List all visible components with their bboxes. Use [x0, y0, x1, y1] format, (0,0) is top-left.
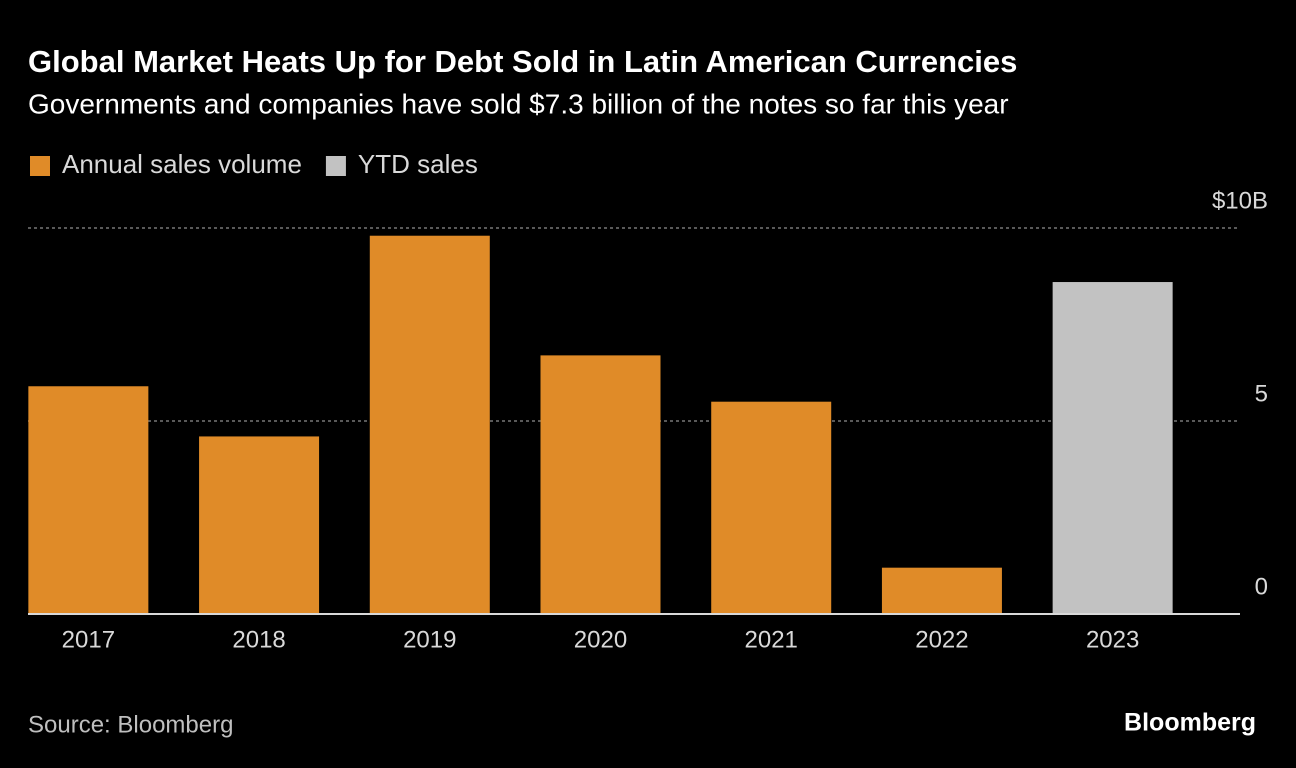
y-tick-label: $10B	[1212, 187, 1268, 214]
x-tick-label: 2018	[232, 626, 285, 653]
source: Source: Bloomberg	[28, 711, 233, 738]
legend-label: Annual sales volume	[62, 149, 302, 179]
bar	[711, 401, 832, 614]
bar	[28, 386, 149, 614]
legend-swatch	[325, 156, 346, 176]
chart-subtitle: Governments and companies have sold $7.3…	[28, 88, 1009, 119]
x-tick-label: 2017	[62, 626, 115, 653]
x-tick-label: 2021	[745, 626, 798, 653]
bar	[540, 355, 661, 614]
bar	[199, 436, 320, 614]
y-tick-label: 5	[1255, 380, 1268, 407]
x-tick-label: 2020	[574, 626, 627, 653]
y-tick-label: 0	[1255, 573, 1268, 600]
legend-swatch	[30, 156, 50, 176]
brand-logo: Bloomberg	[1124, 709, 1256, 737]
chart-title: Global Market Heats Up for Debt Sold in …	[28, 44, 1017, 79]
x-tick-label: 2022	[915, 626, 968, 653]
x-tick-label: 2023	[1086, 626, 1139, 653]
x-tick-label: 2019	[403, 626, 456, 653]
bar	[1052, 282, 1173, 614]
bar	[369, 235, 490, 614]
bar	[881, 567, 1002, 614]
legend-label: YTD sales	[358, 149, 478, 179]
